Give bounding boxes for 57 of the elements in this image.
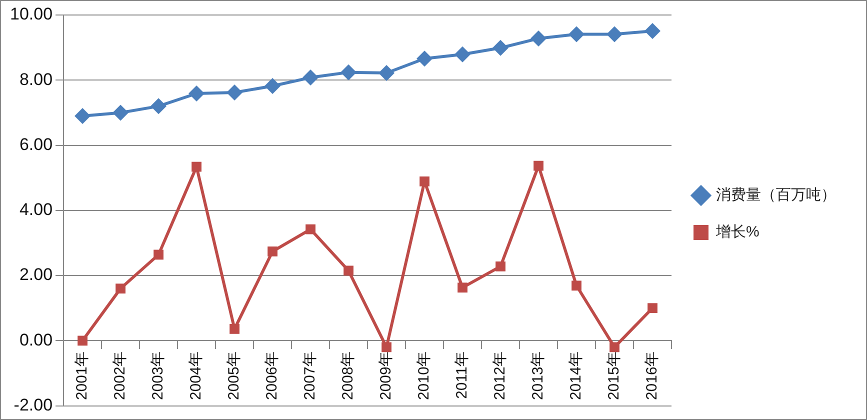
- point: [606, 26, 623, 42]
- y-tick-label: 6.00: [19, 134, 53, 154]
- legend-label: 增长%: [715, 224, 760, 241]
- point: [154, 250, 164, 260]
- y-tick-label: 8.00: [19, 70, 53, 89]
- point: [458, 282, 468, 293]
- point: [610, 342, 620, 352]
- point: [378, 64, 395, 81]
- y-tick-label: 2.00: [19, 265, 53, 284]
- x-tick-label: 2007年: [302, 352, 319, 400]
- point: [116, 284, 126, 294]
- point: [648, 303, 658, 314]
- point: [306, 224, 316, 234]
- x-tick-label: 2005年: [226, 352, 243, 400]
- point: [226, 84, 243, 101]
- x-tick-label: 2010年: [416, 352, 433, 400]
- point: [530, 30, 547, 46]
- point: [344, 266, 354, 276]
- point: [382, 342, 392, 352]
- x-tick-label: 2004年: [188, 352, 205, 400]
- x-tick-label: 2014年: [568, 352, 585, 400]
- point: [496, 261, 506, 272]
- point: [644, 22, 660, 39]
- point: [416, 50, 433, 67]
- point: [568, 26, 585, 42]
- point: [188, 85, 205, 102]
- point: [150, 98, 167, 114]
- x-tick-label: 2006年: [264, 352, 281, 400]
- y-tick-label: 4.00: [19, 200, 53, 220]
- point: [572, 280, 582, 291]
- x-tick-label: 2013年: [530, 352, 547, 400]
- x-tick-label: 2003年: [150, 352, 167, 400]
- point: [420, 176, 430, 186]
- y-tick-label: 0.00: [19, 330, 53, 350]
- point: [78, 336, 88, 346]
- y-tick-label: 10.00: [10, 4, 53, 24]
- point: [112, 104, 129, 121]
- point: [230, 324, 240, 334]
- x-tick-label: 2015年: [606, 352, 623, 400]
- point: [492, 40, 509, 56]
- legend-label: 消费量（百万吨）: [716, 186, 836, 204]
- point: [268, 246, 278, 256]
- x-tick-label: 2011年: [454, 352, 471, 399]
- x-tick-label: 2016年: [644, 352, 661, 400]
- x-tick-label: 2008年: [340, 352, 357, 400]
- x-tick-label: 2009年: [378, 352, 395, 400]
- x-tick-label: 2001年: [74, 352, 91, 400]
- point: [454, 46, 471, 62]
- x-tick-label: 2002年: [112, 352, 129, 400]
- y-tick-label: -2.00: [14, 395, 53, 414]
- point: [534, 160, 544, 171]
- point: [192, 162, 202, 172]
- point: [302, 70, 319, 86]
- x-tick-label: 2012年: [492, 352, 509, 400]
- point: [340, 64, 357, 80]
- point: [74, 108, 91, 124]
- point: [264, 78, 281, 94]
